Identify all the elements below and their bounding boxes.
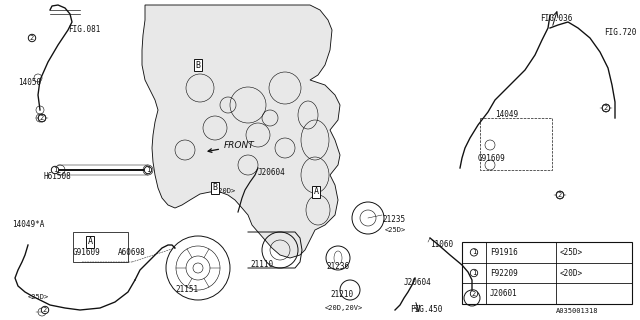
Text: 14049: 14049 [495,110,518,119]
Text: 1: 1 [472,249,476,255]
Text: 14049*A: 14049*A [12,220,44,229]
Text: F92209: F92209 [490,268,518,277]
Text: J20604: J20604 [258,168,285,177]
Text: <25D>: <25D> [385,227,406,233]
Text: FIG.450: FIG.450 [410,305,442,314]
Text: 21151: 21151 [175,285,198,294]
Text: <20D,20V>: <20D,20V> [325,305,364,311]
Text: A60698: A60698 [118,248,146,257]
Text: H61508: H61508 [44,172,72,181]
Text: 1: 1 [53,167,57,173]
Text: J20601: J20601 [490,289,518,298]
Text: 2: 2 [43,307,47,313]
Text: 2: 2 [40,115,44,121]
Text: 1: 1 [472,270,476,276]
Text: <25D>: <25D> [560,248,583,257]
Text: A035001318: A035001318 [556,308,598,314]
Bar [480,118,552,170]
Text: 2: 2 [604,105,608,111]
Text: F91916: F91916 [490,248,518,257]
Text: G91609: G91609 [478,154,506,163]
Text: A: A [314,188,319,196]
Text: <20D>: <20D> [560,268,583,277]
Text: FIG.081: FIG.081 [68,25,100,34]
Text: 14050: 14050 [18,78,41,87]
Text: FIG.720: FIG.720 [604,28,636,37]
Bar [462,242,632,304]
Text: FIG.036: FIG.036 [540,14,572,23]
Text: 1: 1 [146,167,150,173]
Text: 2: 2 [558,192,562,198]
Text: 2: 2 [30,35,34,41]
Bar [73,232,128,262]
Text: 21236: 21236 [326,262,349,271]
Text: 21110: 21110 [250,260,273,269]
Text: A: A [88,237,93,246]
Text: <20D>: <20D> [215,188,236,194]
Text: FRONT: FRONT [208,141,255,152]
Text: 2: 2 [472,291,476,297]
Text: <25D>: <25D> [28,294,49,300]
Text: B: B [212,183,218,193]
Text: J20604: J20604 [404,278,432,287]
Text: G91609: G91609 [73,248,100,257]
Text: 11060: 11060 [430,240,453,249]
Text: 21235: 21235 [382,215,405,224]
Polygon shape [142,5,340,258]
Text: B: B [195,60,200,69]
Text: 21210: 21210 [330,290,353,299]
